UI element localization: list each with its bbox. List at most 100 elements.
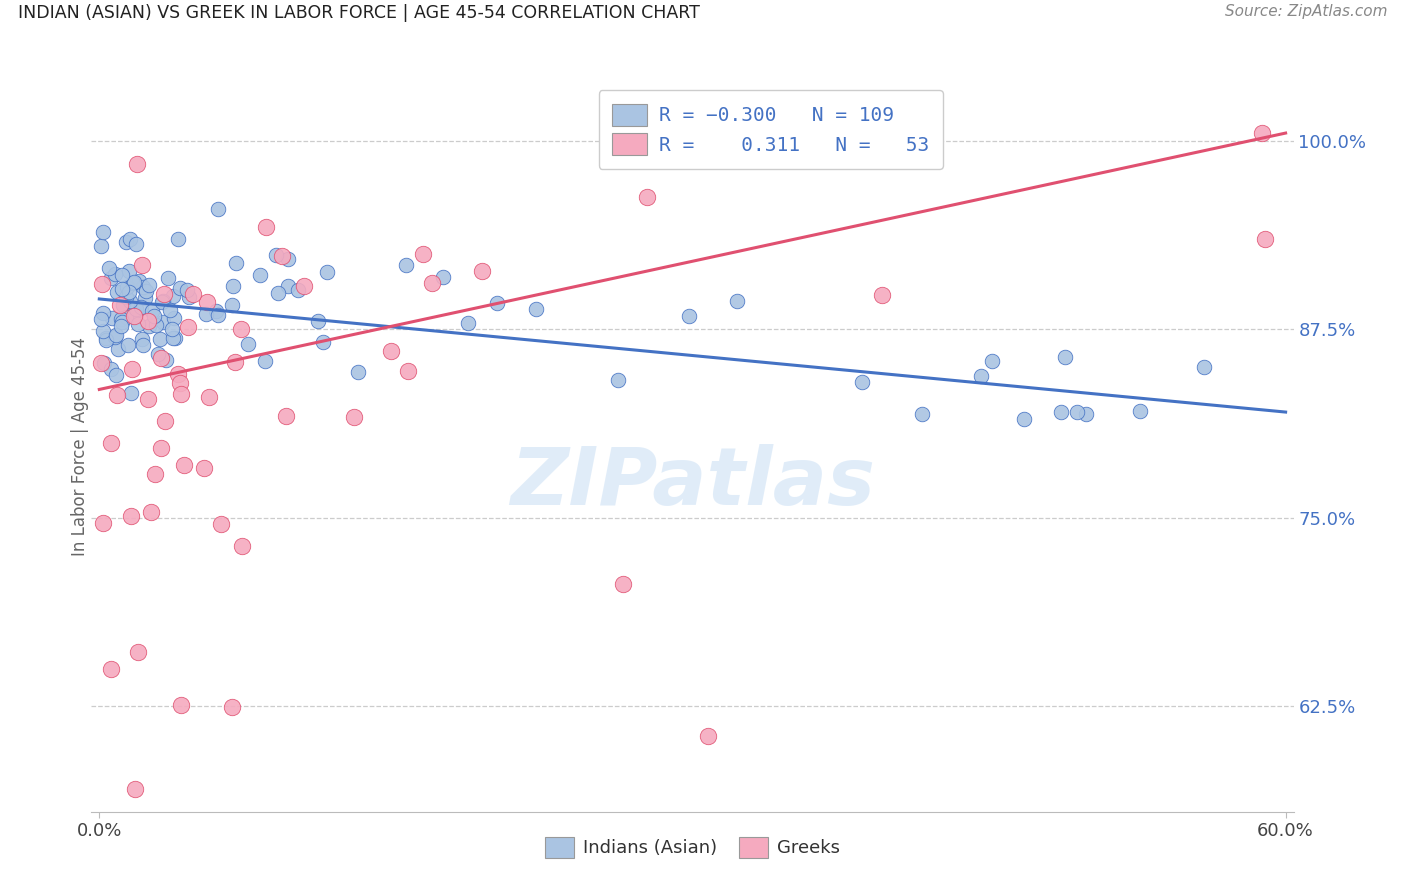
Point bbox=[155, 352, 177, 367]
Point bbox=[231, 539, 253, 553]
Point bbox=[229, 322, 252, 336]
Point bbox=[179, 290, 201, 304]
Point bbox=[221, 298, 243, 312]
Point bbox=[143, 467, 166, 482]
Point bbox=[136, 313, 159, 327]
Point bbox=[395, 258, 418, 272]
Point bbox=[114, 235, 136, 250]
Point bbox=[267, 286, 290, 301]
Point bbox=[91, 324, 114, 338]
Point bbox=[148, 347, 170, 361]
Point bbox=[120, 293, 142, 308]
Point bbox=[176, 283, 198, 297]
Point bbox=[485, 296, 508, 310]
Point bbox=[145, 318, 167, 332]
Point bbox=[104, 368, 127, 382]
Point bbox=[165, 331, 187, 345]
Point bbox=[91, 306, 114, 320]
Point bbox=[118, 264, 141, 278]
Point bbox=[152, 315, 174, 329]
Point bbox=[870, 288, 893, 302]
Point bbox=[153, 286, 176, 301]
Point bbox=[343, 409, 366, 424]
Point bbox=[911, 407, 934, 421]
Point bbox=[1066, 405, 1088, 419]
Point bbox=[1129, 404, 1152, 418]
Point bbox=[167, 232, 190, 246]
Point bbox=[122, 309, 145, 323]
Point bbox=[122, 304, 145, 318]
Point bbox=[131, 332, 153, 346]
Point bbox=[114, 290, 136, 304]
Legend: Indians (Asian), Greeks: Indians (Asian), Greeks bbox=[538, 830, 846, 865]
Point bbox=[125, 301, 148, 316]
Point bbox=[121, 362, 143, 376]
Point bbox=[249, 268, 271, 282]
Point bbox=[211, 516, 233, 531]
Point bbox=[127, 645, 149, 659]
Point bbox=[163, 310, 186, 325]
Point bbox=[117, 338, 139, 352]
Point bbox=[312, 334, 335, 349]
Point bbox=[96, 333, 118, 347]
Point bbox=[149, 333, 172, 347]
Point bbox=[1074, 407, 1097, 421]
Point bbox=[170, 386, 193, 401]
Point bbox=[98, 260, 121, 275]
Point bbox=[100, 270, 122, 285]
Point bbox=[193, 460, 215, 475]
Point bbox=[90, 356, 112, 370]
Point bbox=[124, 782, 146, 797]
Point bbox=[115, 280, 138, 294]
Point bbox=[606, 372, 628, 386]
Point bbox=[111, 314, 134, 328]
Point bbox=[107, 342, 129, 356]
Point bbox=[142, 310, 165, 324]
Point bbox=[162, 289, 184, 303]
Point bbox=[277, 252, 299, 267]
Point bbox=[105, 388, 128, 402]
Point bbox=[125, 236, 148, 251]
Point bbox=[104, 329, 127, 343]
Point bbox=[225, 256, 247, 270]
Point bbox=[132, 280, 155, 294]
Point bbox=[457, 316, 479, 330]
Point bbox=[91, 226, 114, 240]
Point bbox=[141, 505, 163, 519]
Point bbox=[111, 268, 134, 282]
Point bbox=[104, 267, 127, 281]
Point bbox=[120, 386, 142, 401]
Point bbox=[91, 516, 114, 530]
Point bbox=[432, 270, 454, 285]
Point bbox=[292, 279, 315, 293]
Point bbox=[135, 284, 157, 298]
Point bbox=[1014, 412, 1036, 426]
Point bbox=[125, 307, 148, 321]
Point bbox=[173, 458, 195, 472]
Point bbox=[1053, 351, 1076, 365]
Point bbox=[198, 390, 221, 404]
Point bbox=[153, 414, 176, 428]
Point bbox=[122, 275, 145, 289]
Point bbox=[274, 409, 297, 424]
Point bbox=[195, 294, 218, 309]
Point bbox=[696, 729, 718, 743]
Point bbox=[156, 271, 179, 285]
Point bbox=[1253, 232, 1275, 246]
Y-axis label: In Labor Force | Age 45-54: In Labor Force | Age 45-54 bbox=[72, 336, 89, 556]
Point bbox=[264, 248, 287, 262]
Point bbox=[412, 247, 434, 261]
Point bbox=[236, 336, 259, 351]
Point bbox=[205, 303, 228, 318]
Point bbox=[105, 327, 128, 342]
Point bbox=[1250, 126, 1272, 140]
Point bbox=[254, 219, 277, 234]
Point bbox=[169, 376, 191, 391]
Point bbox=[90, 312, 112, 326]
Point bbox=[94, 331, 117, 345]
Point bbox=[111, 298, 134, 312]
Point bbox=[138, 278, 160, 293]
Text: INDIAN (ASIAN) VS GREEK IN LABOR FORCE | AGE 45-54 CORRELATION CHART: INDIAN (ASIAN) VS GREEK IN LABOR FORCE |… bbox=[18, 4, 700, 22]
Point bbox=[121, 277, 143, 291]
Point bbox=[612, 576, 634, 591]
